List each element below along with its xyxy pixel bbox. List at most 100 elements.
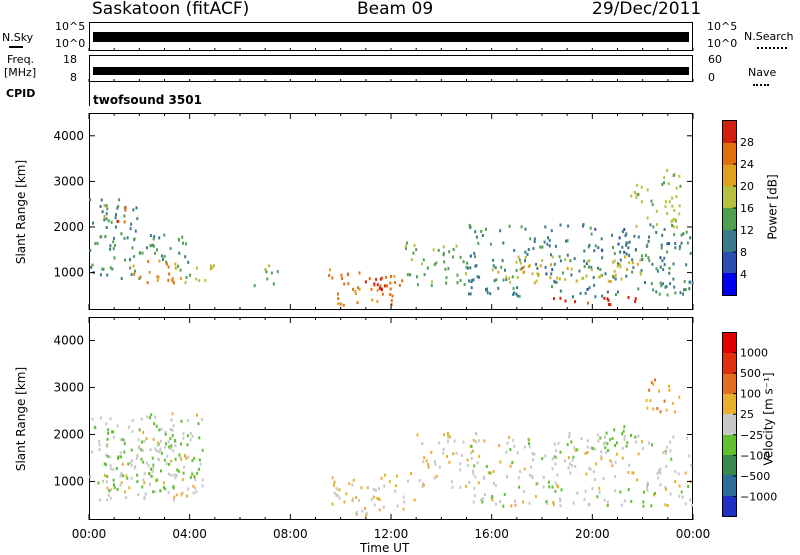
power-cell [597, 246, 600, 250]
velocity-cell [678, 494, 681, 498]
power-cell [619, 258, 622, 262]
velocity-cell [402, 495, 405, 499]
power-cell [572, 295, 574, 299]
power-cell [337, 302, 340, 306]
power-cell [544, 265, 547, 269]
velocity-cell [99, 498, 102, 502]
power-cell [156, 248, 158, 252]
velocity-cell [361, 509, 364, 513]
velocity-cell [680, 490, 683, 494]
velocity-cell [360, 486, 363, 490]
velocity-cell [551, 457, 554, 461]
power-cell [601, 249, 604, 252]
power-cell [659, 256, 662, 260]
power-cell [124, 208, 127, 212]
velocity-cell [113, 483, 115, 487]
power-cell [486, 291, 489, 295]
velocity-cell [116, 424, 119, 428]
power-cell [664, 205, 667, 209]
velocity-cell [555, 449, 558, 453]
velocity-cell [674, 480, 677, 484]
power-cell [390, 303, 393, 306]
time-tick-label: 12:00 [374, 527, 409, 541]
velocity-region [89, 412, 203, 502]
velocity-cell [509, 464, 512, 468]
power-colorbar-tick: 24 [740, 158, 754, 171]
velocity-cell [159, 489, 162, 493]
velocity-cell [98, 439, 100, 443]
power-region [328, 268, 404, 307]
velocity-cell [470, 444, 473, 448]
power-cell [517, 255, 520, 259]
velocity-cell [335, 487, 338, 491]
velocity-cell [553, 442, 556, 446]
power-cell [475, 235, 478, 239]
velocity-cell [177, 469, 180, 473]
velocity-cell [91, 450, 94, 454]
velocity-cell [403, 500, 406, 504]
velocity-cell [160, 451, 163, 455]
power-cell [126, 236, 129, 240]
velocity-cell [669, 449, 672, 453]
velocity-cell [593, 478, 596, 481]
velocity-cell [433, 476, 436, 480]
velocity-cell [355, 496, 358, 500]
power-cell [543, 240, 546, 244]
power-cell [570, 267, 573, 271]
velocity-cell [151, 456, 154, 460]
power-cell [376, 300, 379, 303]
power-cell [549, 276, 552, 280]
sky-trace [93, 32, 689, 42]
power-cell [609, 280, 612, 283]
velocity-cell [374, 488, 377, 492]
power-cell [179, 268, 182, 272]
velocity-cell [119, 474, 122, 478]
power-cell [151, 243, 154, 247]
velocity-cell [528, 501, 531, 505]
power-cell [272, 282, 275, 286]
velocity-cell [664, 485, 667, 489]
velocity-cell [532, 458, 535, 462]
power-cell [432, 248, 435, 252]
power-cell [627, 296, 630, 299]
power-cell [672, 262, 675, 266]
velocity-cell [628, 463, 630, 467]
velocity-cell [170, 444, 173, 448]
velocity-cell [600, 457, 603, 461]
velocity-cell [659, 467, 662, 471]
velocity-cell [669, 492, 672, 496]
power-cell [578, 269, 581, 273]
velocity-cell [594, 447, 597, 451]
power-cell [607, 303, 610, 306]
velocity-cell [182, 432, 185, 436]
power-cell [443, 260, 446, 264]
power-cell [544, 225, 547, 229]
power-cell [594, 295, 597, 299]
velocity-cell [627, 471, 630, 474]
power-cell [504, 268, 506, 272]
power-cell [468, 279, 471, 283]
velocity-cell [170, 447, 173, 451]
power-cell [558, 277, 561, 281]
velocity-cell [551, 467, 554, 471]
velocity-cell [600, 450, 603, 454]
power-cell [633, 234, 636, 238]
velocity-cell [112, 468, 115, 472]
power-cell [566, 253, 569, 257]
power-cell [594, 244, 597, 248]
power-colorbar-tick: 4 [740, 268, 747, 281]
power-colorbar-tick: 16 [740, 202, 754, 215]
velocity-cell [182, 436, 185, 440]
velocity-cell [364, 507, 366, 510]
power-cell [109, 247, 112, 251]
velocity-cell [514, 503, 517, 507]
velocity-cell [556, 473, 559, 477]
power-cell [521, 266, 524, 270]
power-cell [583, 249, 586, 253]
power-cell [448, 250, 451, 254]
power-cell [637, 235, 640, 239]
power-cell [478, 275, 481, 279]
power-cell [640, 200, 643, 204]
velocity-cell [378, 508, 381, 512]
velocity-cell [553, 455, 556, 459]
